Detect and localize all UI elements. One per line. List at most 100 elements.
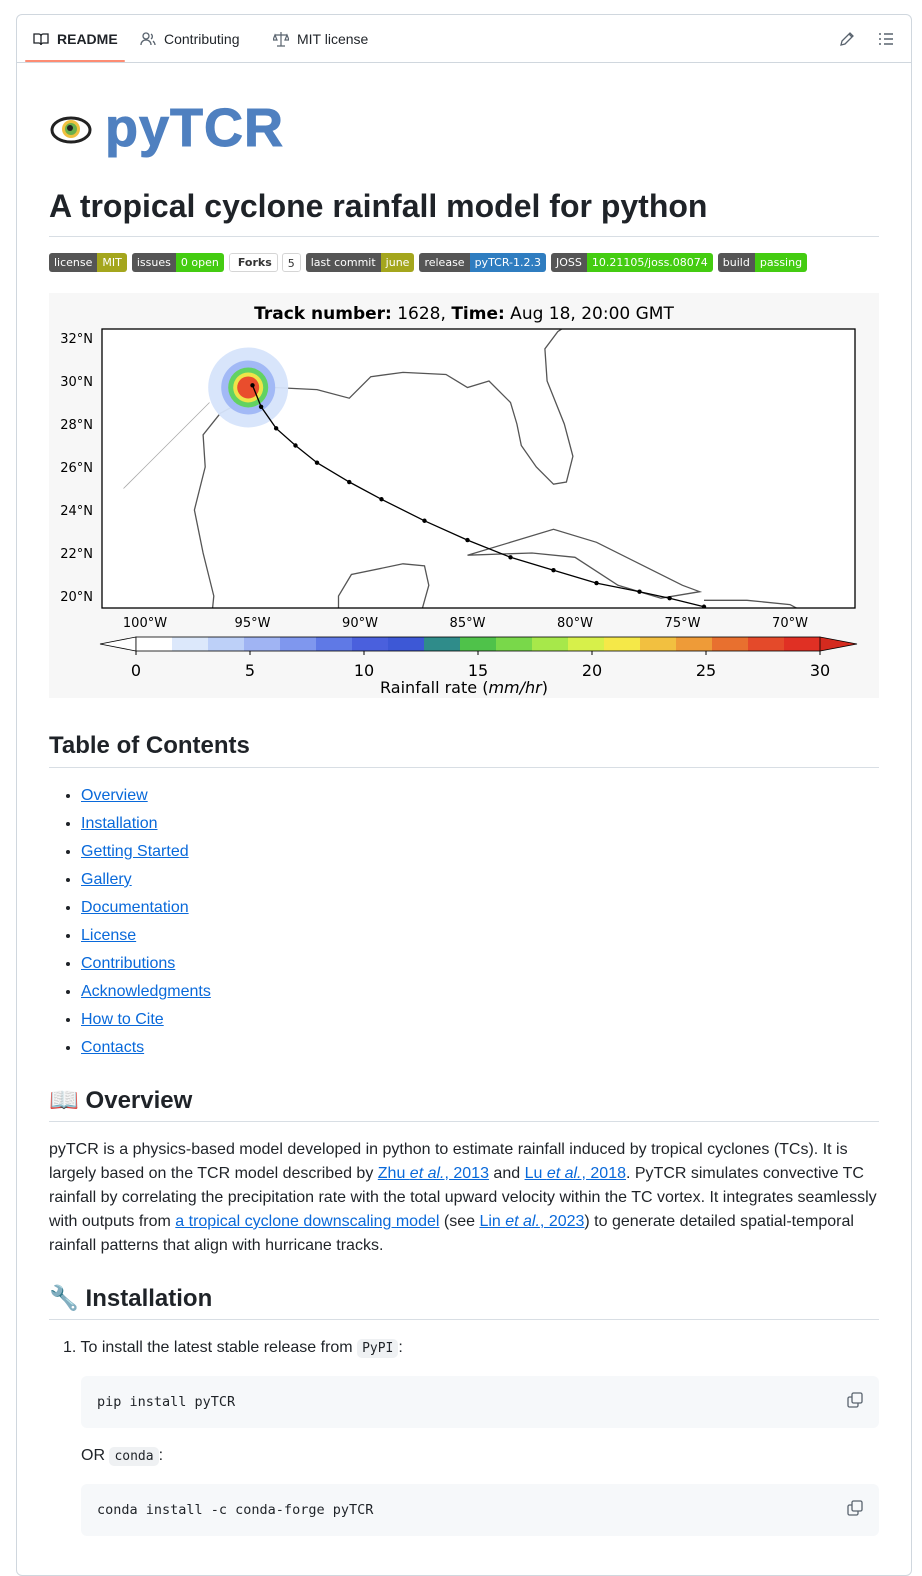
alt-text: OR conda: [81, 1447, 164, 1466]
colorbar-segment [640, 637, 677, 651]
toc-link[interactable]: License [81, 927, 137, 944]
link-part: , 2023 [539, 1213, 585, 1230]
link-part: et al. [505, 1213, 540, 1230]
track-point [701, 604, 707, 608]
toc-link[interactable]: How to Cite [81, 1011, 164, 1028]
badge-label: issues [131, 253, 176, 272]
text-run: : [158, 1447, 164, 1464]
track-point [465, 537, 470, 543]
badge[interactable]: last commit june [305, 253, 415, 272]
colorbar-segment [460, 637, 497, 651]
colorbar-segment [496, 637, 533, 651]
edit-button[interactable] [839, 31, 855, 47]
tab-label: Contributing [164, 31, 240, 47]
colorbar-label: Rainfall rate (mm/hr) [380, 678, 548, 697]
inline-link[interactable]: a tropical cyclone downscaling model [175, 1213, 439, 1230]
lat-label: 20°N [60, 590, 93, 605]
badge-value: passing [754, 253, 808, 272]
outline-button[interactable] [878, 31, 894, 47]
lon-label: 90°W [342, 616, 378, 631]
tab-label: README [57, 31, 118, 47]
colorbar-segment [208, 637, 245, 651]
link-part: , 2013 [444, 1165, 489, 1182]
colorbar-segment [352, 637, 389, 651]
coastline [704, 599, 798, 608]
badge[interactable]: JOSS 10.21105/joss.08074 [550, 253, 713, 272]
badge-label: license [49, 253, 98, 272]
text-run: and [488, 1165, 525, 1182]
badge-value: 0 open [175, 253, 224, 272]
tab[interactable]: MIT license [273, 31, 368, 47]
colorbar-tick-label: 15 [468, 661, 488, 680]
copy-button[interactable] [847, 1500, 863, 1516]
link-part: et al. [409, 1165, 445, 1182]
inline-link[interactable]: Lin et al., 2023 [479, 1213, 584, 1230]
overview-text: pyTCR is a physics-based model developed… [49, 1138, 881, 1258]
track-point [347, 479, 352, 485]
label-part: ) [542, 678, 548, 697]
toc-link[interactable]: Overview [81, 787, 148, 804]
text-run: ) to generate detailed spatial-temporal … [49, 1213, 854, 1254]
badge[interactable]: license MIT [49, 253, 127, 272]
inline-code: conda [109, 1447, 159, 1466]
toc-link[interactable]: Gallery [81, 871, 132, 888]
toc-item: How to Cite [81, 1008, 211, 1036]
badge-value: pyTCR-1.2.3 [469, 253, 546, 272]
toc-link[interactable]: Getting Started [81, 843, 189, 860]
title-part: Track number: [254, 304, 392, 324]
divider [49, 1319, 879, 1320]
toc-link[interactable]: Contributions [81, 955, 176, 972]
colorbar-segment [136, 637, 173, 651]
command: conda install -c conda-forge pyTCR [97, 1502, 374, 1518]
label-part: mm/hr [488, 678, 543, 697]
badge[interactable]: release pyTCR-1.2.3 [419, 253, 546, 272]
toc-link[interactable]: Contacts [81, 1039, 145, 1056]
lat-label: 22°N [60, 547, 93, 562]
track-point [508, 555, 513, 560]
colorbar-tick-label: 10 [354, 661, 374, 680]
lat-label: 24°N [60, 504, 93, 519]
inline-link[interactable]: Lu et al., 2018 [525, 1165, 626, 1182]
colorbar-segment [388, 637, 425, 651]
colorbar-tick-label: 0 [131, 661, 141, 680]
track-point [293, 443, 298, 448]
copy-button[interactable] [847, 1392, 863, 1408]
toc-link[interactable]: Documentation [81, 899, 189, 916]
colorbar-tick-label: 30 [810, 661, 830, 680]
section-heading: Table of Contents [49, 732, 250, 759]
lat-label: 28°N [60, 418, 93, 433]
list-number: 1. [63, 1339, 77, 1356]
colorbar-tick-label: 20 [582, 661, 602, 680]
badge[interactable]: Forks 5 [228, 253, 301, 272]
colorbar-segment [280, 637, 317, 651]
inline-link[interactable]: Zhu et al., 2013 [378, 1165, 489, 1182]
toc-item: Contributions [81, 952, 211, 980]
lat-label: 32°N [60, 332, 93, 347]
coastline [193, 329, 574, 608]
tab[interactable]: README [33, 31, 118, 47]
colorbar-segment [748, 637, 785, 651]
toc-list: Overview Installation Getting Started Galle… [49, 784, 211, 1064]
toc-link[interactable]: Acknowledgments [81, 983, 211, 1000]
colorbar-segment [316, 637, 353, 651]
toc-link[interactable]: Installation [81, 815, 158, 832]
tab-label: MIT license [297, 31, 369, 47]
toc-item: Getting Started [81, 840, 211, 868]
track-point [250, 383, 255, 388]
logo-icon [50, 116, 92, 144]
track-point [551, 568, 556, 573]
logo: pyTCR [49, 97, 284, 159]
tab-bar: README Contributing MIT license [17, 15, 911, 63]
lon-label: 95°W [235, 616, 271, 631]
colorbar-segment [172, 637, 209, 651]
link-part: Lin [479, 1213, 506, 1230]
tab[interactable]: Contributing [140, 31, 240, 47]
inline-code: PyPI [357, 1339, 399, 1358]
toc-item: Overview [81, 784, 211, 812]
lon-label: 85°W [450, 616, 486, 631]
badge[interactable]: build passing [717, 253, 808, 272]
badge[interactable]: issues 0 open [131, 253, 224, 272]
toc-item: Acknowledgments [81, 980, 211, 1008]
badge-label: release [419, 253, 470, 272]
